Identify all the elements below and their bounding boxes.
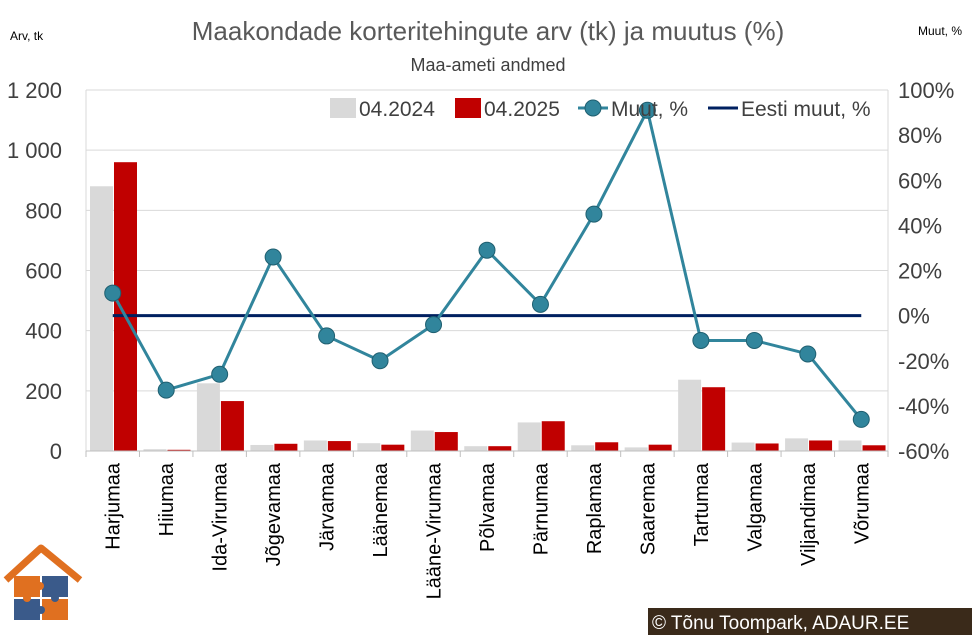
- category-label: Ida-Virumaa: [210, 462, 232, 571]
- y2-tick-label: -60%: [898, 439, 949, 464]
- marker-muut: [692, 331, 710, 349]
- category-label: Tartumaa: [691, 462, 713, 546]
- y-tick-label: 200: [25, 379, 62, 404]
- bar-04.2024: [624, 447, 648, 451]
- y2-tick-label: 20%: [898, 259, 942, 284]
- category-label: Jõgevamaa: [263, 462, 285, 566]
- bar-04.2024: [196, 383, 220, 451]
- y-axis-label: Arv, tk: [10, 29, 44, 43]
- bar-04.2024: [250, 444, 274, 451]
- marker-muut: [799, 345, 817, 363]
- bar-04.2024: [678, 379, 702, 451]
- category-label: Läänemaa: [370, 462, 392, 557]
- marker-muut: [425, 316, 443, 334]
- y-tick-label: 600: [25, 259, 62, 284]
- marker-muut: [478, 241, 496, 259]
- y-tick-label: 1 200: [7, 78, 62, 103]
- bar-04.2025: [595, 442, 619, 451]
- marker-muut: [638, 101, 656, 119]
- bar-04.2025: [167, 449, 191, 451]
- category-label: Põlvamaa: [477, 462, 499, 552]
- marker-muut: [264, 248, 282, 266]
- marker-muut: [157, 381, 175, 399]
- bar-04.2025: [274, 443, 298, 451]
- legend-swatch-2025: [455, 98, 481, 118]
- y2-tick-label: 40%: [898, 213, 942, 238]
- y2-tick-label: 100%: [898, 78, 954, 103]
- bar-04.2025: [114, 162, 137, 451]
- category-label: Viljandimaa: [798, 462, 820, 566]
- category-label: Lääne-Virumaa: [424, 462, 446, 599]
- bar-04.2025: [488, 446, 512, 451]
- chart-subtitle: Maa-ameti andmed: [410, 55, 565, 75]
- y2-tick-label: 60%: [898, 168, 942, 193]
- lines: [104, 101, 870, 428]
- category-label: Harjumaa: [103, 462, 125, 550]
- marker-muut: [318, 327, 336, 345]
- legend-label-2024: 04.2024: [359, 98, 435, 121]
- marker-muut: [745, 331, 763, 349]
- bar-04.2025: [648, 444, 672, 451]
- bar-04.2024: [143, 449, 167, 451]
- bar-04.2025: [862, 445, 886, 451]
- category-label: Järvamaa: [317, 462, 339, 551]
- bar-04.2025: [809, 440, 833, 451]
- marker-muut: [211, 365, 229, 383]
- category-label: Pärnumaa: [530, 462, 552, 555]
- bar-04.2024: [785, 438, 809, 451]
- bar-04.2025: [381, 444, 405, 451]
- y2-tick-label: 80%: [898, 123, 942, 148]
- y2-tick-label: -20%: [898, 349, 949, 374]
- bar-04.2025: [702, 387, 726, 451]
- axes: 0 200 400 600 800 1 000 1 200 -60% -40% -20% 0% 20%…: [7, 78, 954, 599]
- y-tick-label: 0: [50, 439, 62, 464]
- bar-04.2024: [464, 446, 488, 451]
- category-label: Raplamaa: [584, 462, 606, 554]
- bar-04.2024: [731, 442, 755, 451]
- marker-muut: [852, 410, 870, 428]
- bar-04.2024: [357, 443, 381, 451]
- bar-04.2024: [571, 445, 595, 451]
- bar-04.2025: [327, 441, 351, 451]
- bar-04.2025: [755, 443, 779, 451]
- legend: 04.2024 04.2025 Muut, % Eesti muut, %: [330, 98, 871, 121]
- category-label: Hiiumaa: [156, 462, 178, 536]
- legend-label-2025: 04.2025: [484, 98, 560, 121]
- bar-04.2025: [220, 401, 244, 451]
- marker-muut: [585, 205, 603, 223]
- bar-04.2024: [838, 440, 862, 451]
- bar-04.2024: [517, 422, 541, 451]
- y2-tick-label: 0%: [898, 304, 930, 329]
- legend-swatch-2024: [330, 98, 356, 118]
- bars: [90, 162, 886, 451]
- chart-title: Maakondade korteritehingute arv (tk) ja …: [192, 16, 785, 46]
- bar-04.2024: [90, 186, 113, 451]
- y2-axis-label: Muut, %: [918, 24, 962, 38]
- category-label: Võrumaa: [851, 462, 873, 544]
- bar-04.2025: [434, 432, 458, 451]
- house-puzzle-logo: [3, 544, 83, 620]
- category-label: Saaremaa: [637, 462, 659, 555]
- legend-label-eesti: Eesti muut, %: [741, 98, 871, 121]
- copyright-badge: © Tõnu Toompark, ADAUR.EE: [648, 608, 972, 635]
- y-tick-label: 400: [25, 319, 62, 344]
- y-tick-label: 800: [25, 198, 62, 223]
- copyright-text: © Tõnu Toompark, ADAUR.EE: [652, 613, 909, 634]
- bar-04.2024: [410, 430, 434, 451]
- y-tick-label: 1 000: [7, 138, 62, 163]
- legend-label-muut: Muut, %: [611, 98, 688, 121]
- marker-muut: [531, 295, 549, 313]
- bar-04.2024: [303, 440, 327, 451]
- legend-marker-muut: [584, 99, 602, 117]
- y2-tick-label: -40%: [898, 394, 949, 419]
- bar-04.2025: [541, 421, 565, 451]
- marker-muut: [371, 352, 389, 370]
- marker-muut: [104, 284, 122, 302]
- category-label: Valgamaa: [744, 462, 766, 551]
